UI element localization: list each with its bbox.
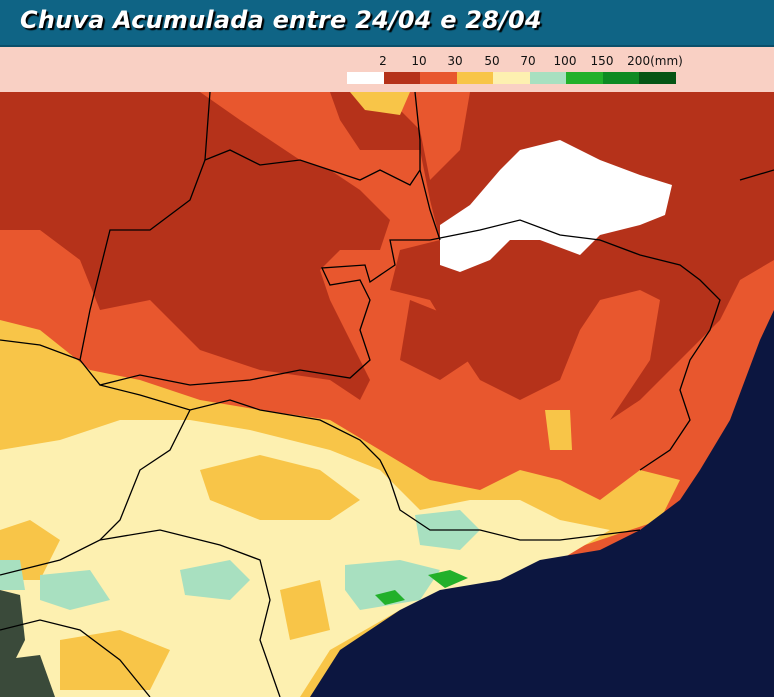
- region-50-70: [0, 420, 610, 697]
- legend-swatch: [347, 72, 384, 84]
- legend-swatch: [383, 72, 421, 84]
- map-title: Chuva Acumulada entre 24/04 e 28/04: [20, 6, 542, 34]
- legend-swatch: [529, 72, 567, 84]
- legend-swatch: [420, 72, 457, 84]
- region-10-30: [0, 92, 390, 400]
- region-30-50: [350, 92, 410, 115]
- land-outside: [0, 590, 25, 660]
- region-below-2: [440, 140, 672, 272]
- legend-label: 150: [590, 54, 614, 68]
- legend-label: 10: [411, 54, 427, 68]
- legend-swatch: [639, 72, 676, 84]
- legend-label: 70: [520, 54, 536, 68]
- legend-label: 100: [553, 54, 577, 68]
- legend-label: 2: [379, 54, 387, 68]
- title-bar: Chuva Acumulada entre 24/04 e 28/04: [0, 0, 774, 47]
- region-70-100: [40, 570, 110, 610]
- legend-label: 200(mm): [627, 54, 683, 68]
- region-10-30: [400, 300, 470, 380]
- region-70-100: [180, 560, 250, 600]
- legend-label: 30: [447, 54, 463, 68]
- legend-label: 50: [484, 54, 500, 68]
- region-70-100: [0, 560, 25, 590]
- region-100-150: [375, 590, 405, 605]
- legend-swatch: [493, 72, 530, 84]
- legend-swatch: [602, 72, 640, 84]
- rainfall-map: [0, 47, 774, 697]
- region-100-150: [428, 570, 468, 588]
- state-borders: [0, 91, 774, 697]
- region-30-50: [60, 630, 170, 690]
- land-outside: [0, 655, 55, 697]
- color-legend: 2 10 30 50 70 100 150 200(mm): [347, 54, 687, 88]
- region-30-50: [280, 580, 330, 640]
- region-70-100: [345, 560, 440, 610]
- region-30-50: [545, 410, 572, 450]
- ocean: [310, 310, 774, 697]
- legend-swatch: [566, 72, 603, 84]
- legend-backdrop: [0, 47, 774, 92]
- region-30-50: [200, 455, 360, 520]
- legend-swatch: [456, 72, 494, 84]
